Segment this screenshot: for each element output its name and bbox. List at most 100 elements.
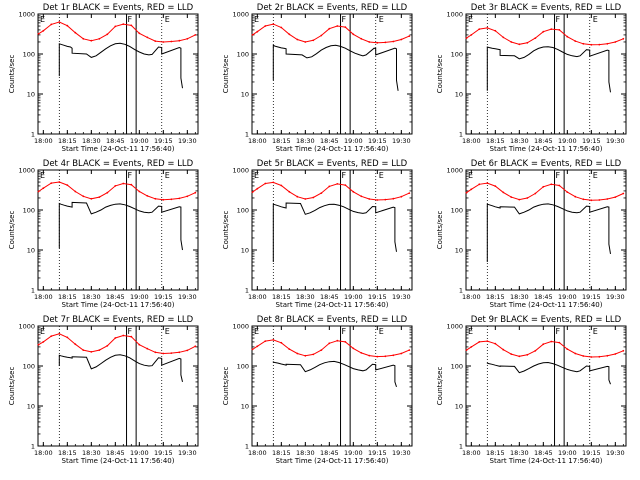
lld-point xyxy=(256,345,259,348)
x-tick-label: 19:30 xyxy=(392,293,411,301)
lld-point xyxy=(344,184,347,187)
lld-point xyxy=(494,342,497,345)
lld-point xyxy=(42,29,45,32)
y-tick-label: 100 xyxy=(23,363,35,371)
lld-point xyxy=(138,343,141,346)
y-axis-label: Counts/sec xyxy=(8,367,16,406)
lld-point xyxy=(352,33,355,36)
flag-label-e: E xyxy=(165,15,170,24)
lld-point xyxy=(251,348,254,351)
x-tick-label: 18:30 xyxy=(296,293,315,301)
lld-point xyxy=(392,40,395,43)
x-tick-label: 18:15 xyxy=(272,293,291,301)
panel-5: Det 5r BLACK = Events, RED = LLD E F E 18:00… xyxy=(222,159,413,309)
lld-point xyxy=(510,353,513,355)
series-line-events xyxy=(486,203,611,262)
lld-point xyxy=(598,199,601,201)
panel-title: Det 6r BLACK = Events, RED = LLD xyxy=(471,159,622,169)
lld-point xyxy=(518,198,521,201)
x-tick-label: 18:45 xyxy=(106,449,125,457)
x-tick-label: 18:30 xyxy=(510,137,529,145)
x-tick-label: 19:15 xyxy=(368,137,387,145)
plot-frame xyxy=(465,325,627,447)
x-tick-label: 18:00 xyxy=(248,293,267,301)
lld-point xyxy=(478,183,481,186)
lld-point xyxy=(296,352,299,355)
y-tick-label: 100 xyxy=(237,363,249,371)
lld-point xyxy=(510,41,513,43)
lld-point xyxy=(558,341,561,344)
lld-point xyxy=(574,40,577,42)
lld-point xyxy=(37,32,40,35)
lld-point xyxy=(90,351,93,353)
x-tick-label: 18:45 xyxy=(534,137,553,145)
lld-point xyxy=(534,37,537,39)
lld-point xyxy=(400,38,403,41)
flag-label-f: F xyxy=(342,327,347,336)
lld-point xyxy=(74,190,77,193)
lld-point xyxy=(478,341,481,343)
flag-label-e: E xyxy=(593,327,598,336)
lld-point xyxy=(392,197,395,200)
lld-point xyxy=(486,182,489,185)
flag-label-f: F xyxy=(128,15,133,24)
x-tick-label: 19:00 xyxy=(130,293,149,301)
y-tick-label: 1000 xyxy=(18,11,35,19)
y-axis-label: Counts/sec xyxy=(8,211,16,250)
lld-point xyxy=(566,348,569,350)
panel-title: Det 8r BLACK = Events, RED = LLD xyxy=(257,315,408,325)
panel-title: Det 4r BLACK = Events, RED = LLD xyxy=(43,159,194,169)
y-tick-label: 1 xyxy=(31,287,35,295)
lld-point xyxy=(122,23,125,25)
series-line-lld xyxy=(38,333,196,355)
y-tick-label: 10 xyxy=(27,91,35,99)
y-tick-label: 1000 xyxy=(446,11,463,19)
lld-point xyxy=(82,37,85,40)
lld-point xyxy=(550,340,553,343)
lld-point xyxy=(66,184,69,187)
x-tick-label: 18:30 xyxy=(82,293,101,301)
flag-label-f: F xyxy=(128,171,133,180)
flag-label-e: E xyxy=(593,15,598,24)
lld-point xyxy=(486,340,489,342)
lld-point xyxy=(590,43,593,46)
panel-6: Det 6r BLACK = Events, RED = LLD E F E 18:00… xyxy=(436,159,627,309)
x-tick-label: 19:00 xyxy=(344,449,363,457)
lld-point xyxy=(582,42,585,45)
plot-frame xyxy=(465,169,627,291)
lld-point xyxy=(582,355,585,357)
x-tick-label: 19:15 xyxy=(368,449,387,457)
lld-point xyxy=(194,345,197,348)
lld-point xyxy=(606,198,609,200)
lld-point xyxy=(542,30,545,33)
lld-point xyxy=(360,195,363,198)
lld-point xyxy=(376,41,379,44)
lld-point xyxy=(162,198,165,201)
y-tick-label: 1 xyxy=(245,131,249,139)
x-axis-label: Start Time (24-Oct-11 17:56:40) xyxy=(62,457,175,465)
series-line-lld xyxy=(252,339,410,358)
lld-point xyxy=(590,356,593,358)
lld-point xyxy=(558,184,561,187)
x-tick-label: 19:30 xyxy=(392,449,411,457)
lld-point xyxy=(264,182,267,185)
flag-label-f: F xyxy=(342,15,347,24)
x-axis-label: Start Time (24-Oct-11 17:56:40) xyxy=(490,145,603,153)
x-axis-label: Start Time (24-Oct-11 17:56:40) xyxy=(62,301,175,309)
lld-point xyxy=(178,39,181,42)
x-tick-label: 18:15 xyxy=(486,449,505,457)
x-tick-label: 19:15 xyxy=(368,293,387,301)
lld-point xyxy=(408,35,411,37)
x-tick-label: 19:30 xyxy=(178,449,197,457)
lld-point xyxy=(138,32,141,35)
x-tick-label: 18:30 xyxy=(296,137,315,145)
lld-point xyxy=(320,192,323,195)
lld-point xyxy=(526,41,529,44)
lld-point xyxy=(336,183,339,185)
lld-point xyxy=(37,343,40,346)
lld-point xyxy=(360,37,363,40)
x-axis-label: Start Time (24-Oct-11 17:56:40) xyxy=(490,301,603,309)
lld-point xyxy=(400,352,403,355)
lld-point xyxy=(154,40,157,42)
